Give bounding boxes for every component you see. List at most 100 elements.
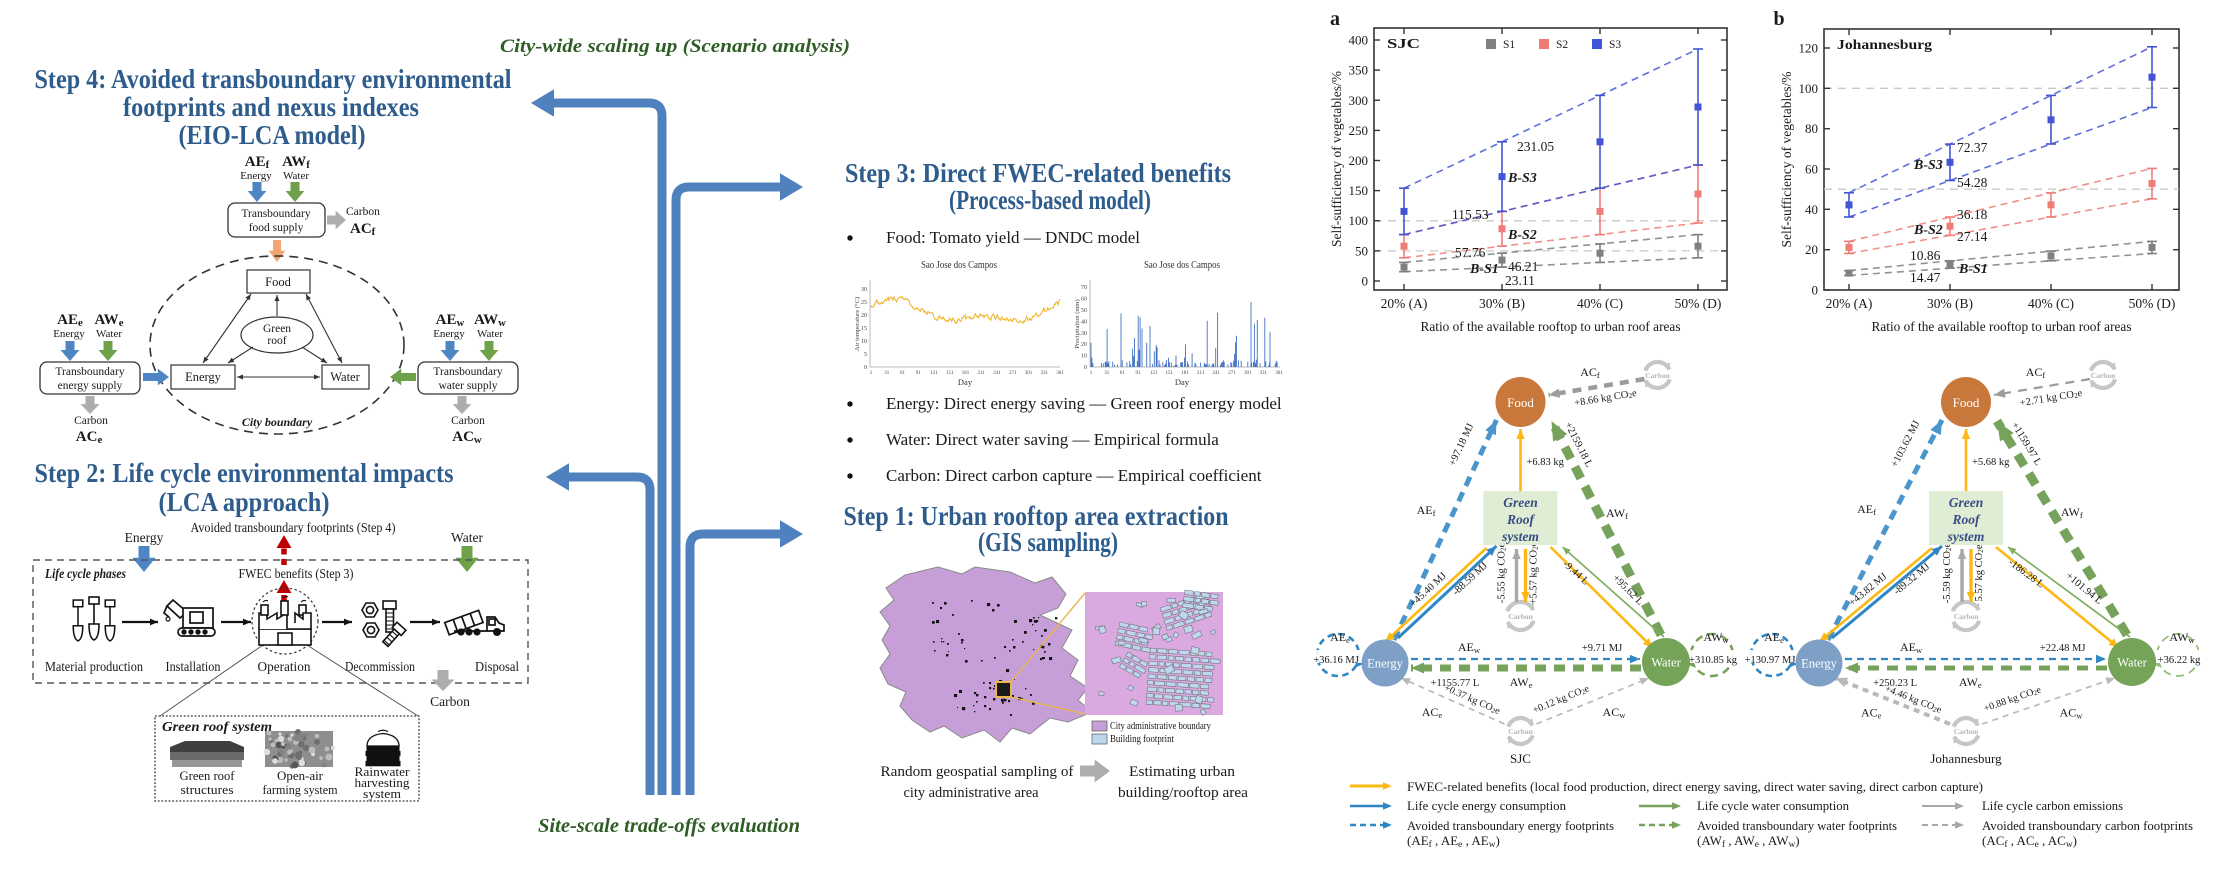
svg-text:B-S1: B-S1 <box>1958 262 1988 277</box>
svg-text:AWe: AWe <box>95 312 124 329</box>
svg-text:181: 181 <box>1181 371 1189 376</box>
svg-text:energy supply: energy supply <box>58 380 123 392</box>
svg-text:Open-air: Open-air <box>277 768 324 783</box>
svg-text:46.21: 46.21 <box>1508 259 1538 274</box>
svg-text:5: 5 <box>864 352 867 358</box>
svg-text:building/rooftop area: building/rooftop area <box>1118 785 1248 801</box>
svg-text:system: system <box>363 787 401 801</box>
svg-text:B-S3: B-S3 <box>1507 171 1537 186</box>
svg-text:211: 211 <box>978 371 986 376</box>
svg-text:Green: Green <box>1503 495 1538 510</box>
svg-text:Carbon: Carbon <box>1508 612 1533 621</box>
svg-text:Air temperature (°C): Air temperature (°C) <box>854 297 861 351</box>
svg-text:1: 1 <box>870 371 873 376</box>
svg-text:120: 120 <box>1799 41 1819 56</box>
svg-text:30% (B): 30% (B) <box>1479 296 1525 311</box>
svg-text:0: 0 <box>1084 365 1087 371</box>
svg-text:Day: Day <box>1175 377 1190 387</box>
svg-text:+130.97 MJ: +130.97 MJ <box>1745 655 1796 666</box>
svg-text:FWEC-related benefits (local f: FWEC-related benefits (local food produc… <box>1407 779 1983 794</box>
svg-text:Food: Food <box>265 275 291 289</box>
svg-text:ACf: ACf <box>2026 365 2046 380</box>
svg-text:Estimating urban: Estimating urban <box>1129 764 1236 780</box>
svg-text:60: 60 <box>1081 297 1087 303</box>
svg-text:Sao Jose dos Campos: Sao Jose dos Campos <box>921 260 997 271</box>
svg-text:Water: Water <box>283 170 309 182</box>
svg-text:AEf: AEf <box>1857 502 1876 517</box>
svg-text:Step 3: Direct FWEC-related be: Step 3: Direct FWEC-related benefits <box>845 158 1231 188</box>
svg-text:100: 100 <box>1349 213 1369 228</box>
svg-text:241: 241 <box>1213 371 1221 376</box>
svg-text:Water: Water <box>1651 656 1681 670</box>
svg-text:Food: Food <box>1953 395 1980 410</box>
svg-text:Carbon: Carbon <box>451 415 485 427</box>
svg-text:city administrative area: city administrative area <box>904 785 1039 801</box>
svg-text:27.14: 27.14 <box>1957 229 1988 244</box>
svg-text:Life cycle carbon emissions: Life cycle carbon emissions <box>1982 798 2123 813</box>
svg-text:Random geospatial sampling of: Random geospatial sampling of <box>881 764 1074 780</box>
svg-text:Building footprint: Building footprint <box>1110 733 1174 745</box>
svg-text:AEe: AEe <box>1330 630 1350 645</box>
svg-text:Energy: Energy <box>240 170 272 182</box>
svg-text:(GIS sampling): (GIS sampling) <box>978 527 1118 557</box>
svg-text:+22.48 MJ: +22.48 MJ <box>2040 643 2086 654</box>
svg-text:40: 40 <box>1805 202 1818 217</box>
svg-text:181: 181 <box>962 371 970 376</box>
svg-text:Rainwater: Rainwater <box>355 765 411 779</box>
svg-text:+1155.77 L: +1155.77 L <box>1431 678 1480 689</box>
svg-text:10: 10 <box>1081 354 1087 360</box>
svg-text:271: 271 <box>1228 371 1236 376</box>
svg-text:SJC: SJC <box>1387 37 1420 52</box>
svg-text:361: 361 <box>1275 371 1283 376</box>
svg-text:Transboundary: Transboundary <box>55 366 124 378</box>
svg-text:80: 80 <box>1805 121 1818 136</box>
svg-text:50% (D): 50% (D) <box>1675 296 1722 311</box>
svg-text:Avoided transboundary carbon f: Avoided transboundary carbon footprints <box>1982 818 2193 833</box>
svg-text:40% (C): 40% (C) <box>2028 296 2074 311</box>
svg-text:211: 211 <box>1197 371 1205 376</box>
svg-text:40% (C): 40% (C) <box>1577 296 1623 311</box>
svg-text:AWe: AWe <box>1959 675 1982 690</box>
svg-text:36.18: 36.18 <box>1957 207 1988 222</box>
svg-text:Avoided transboundary footprin: Avoided transboundary footprints (Step 4… <box>191 520 396 535</box>
svg-text:Self-sufficiency of vegetables: Self-sufficiency of vegetables/% <box>1779 72 1794 248</box>
svg-text:roof: roof <box>267 335 286 347</box>
svg-text:Energy: Energy <box>433 328 465 340</box>
svg-text:70: 70 <box>1081 285 1087 291</box>
svg-text:Step 1: Urban rooftop area ext: Step 1: Urban rooftop area extraction <box>844 501 1229 531</box>
svg-text:121: 121 <box>1150 371 1158 376</box>
svg-text:31: 31 <box>1104 371 1110 376</box>
svg-text:231.05: 231.05 <box>1517 139 1554 154</box>
svg-text:Precipitation (mm): Precipitation (mm) <box>1074 299 1081 348</box>
svg-text:Operation: Operation <box>258 660 311 675</box>
svg-text:Step 4: Avoided transboundary: Step 4: Avoided transboundary environmen… <box>35 64 512 94</box>
svg-text:AEe: AEe <box>57 312 83 329</box>
svg-text:Carbon: Carbon <box>1954 612 1979 621</box>
svg-text:SJC: SJC <box>1510 751 1531 766</box>
svg-text:Johannesburg: Johannesburg <box>1837 38 1932 53</box>
svg-text:91: 91 <box>1136 371 1142 376</box>
svg-text:331: 331 <box>1040 371 1048 376</box>
svg-text:+5.57 kg CO2e: +5.57 kg CO2e <box>1529 541 1540 604</box>
svg-text:5.57 kg CO2e: 5.57 kg CO2e <box>1974 544 1985 601</box>
svg-text:Disposal: Disposal <box>475 660 519 675</box>
svg-text:Carbon: Carbon <box>2091 371 2116 380</box>
svg-text:a: a <box>1330 8 1340 30</box>
svg-text:ACf: ACf <box>1580 365 1600 380</box>
svg-text:(ACf , ACe , ACw): (ACf , ACe , ACw) <box>1982 833 2077 850</box>
svg-text:Roof: Roof <box>1952 512 1982 527</box>
svg-text:271: 271 <box>1009 371 1017 376</box>
svg-text:S3: S3 <box>1609 39 1621 51</box>
svg-text:Water: Direct water saving — E: Water: Direct water saving — Empirical f… <box>886 430 1219 449</box>
svg-text:Water: Water <box>477 328 503 340</box>
svg-text:footprints and nexus indexes: footprints and nexus indexes <box>123 92 419 122</box>
svg-text:Roof: Roof <box>1506 512 1536 527</box>
svg-text:Water: Water <box>96 328 122 340</box>
svg-text:FWEC benefits (Step 3): FWEC benefits (Step 3) <box>239 566 354 581</box>
svg-text:250: 250 <box>1349 123 1369 138</box>
svg-text:20: 20 <box>1081 342 1087 348</box>
svg-text:350: 350 <box>1349 63 1369 78</box>
svg-text:151: 151 <box>946 371 954 376</box>
svg-text:Carbon: Carbon <box>1645 371 1670 380</box>
svg-text:+310.85 kg: +310.85 kg <box>1689 655 1738 666</box>
